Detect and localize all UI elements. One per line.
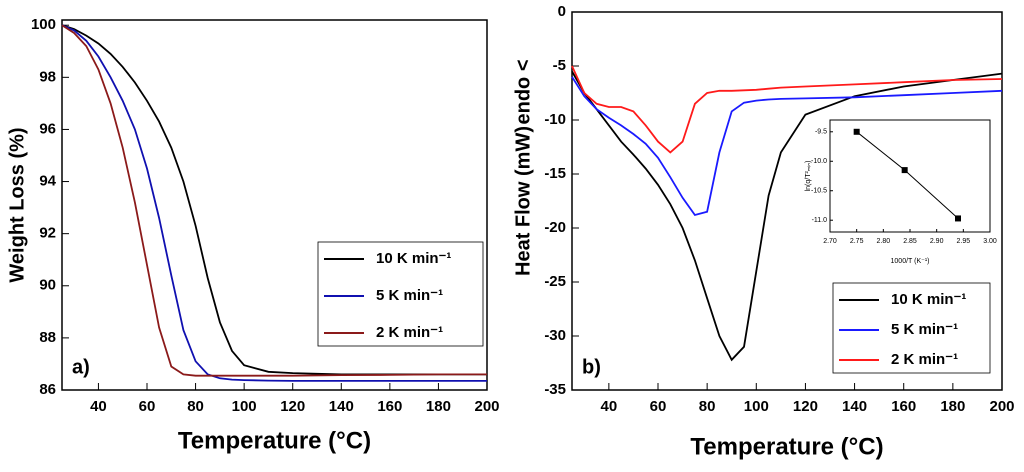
legend-label: 10 K min⁻¹ [376, 250, 451, 267]
panel-label: b) [582, 356, 601, 378]
legend-label: 2 K min⁻¹ [891, 351, 958, 368]
point-marker [901, 167, 908, 174]
series-line [571, 70, 1003, 362]
x-tick-label: 2.85 [903, 238, 917, 245]
y-tick-label: -10.0 [811, 158, 827, 165]
legend-label: 5 K min⁻¹ [891, 321, 958, 338]
x-tick-label: 160 [377, 398, 402, 415]
series-line [61, 24, 487, 382]
y-tick-label: 90 [39, 277, 56, 294]
y-tick-label: -9.5 [815, 129, 827, 136]
y-axis-title: Weight Loss (%) [6, 127, 28, 282]
y-tick-label: -11.0 [812, 217, 828, 224]
panel-label: a) [72, 356, 90, 378]
y-tick-label: 88 [39, 329, 56, 346]
x-tick-label: 2.90 [930, 238, 944, 245]
y-tick-label: 92 [39, 225, 56, 242]
x-tick-label: 120 [793, 398, 818, 415]
y-tick-label: 98 [39, 68, 56, 85]
y-tick-label: 96 [39, 120, 56, 137]
y-tick-label: 100 [31, 16, 56, 33]
x-tick-label: 200 [474, 398, 499, 415]
y-tick-label: 86 [39, 381, 56, 398]
x-tick-label: 2.70 [823, 238, 837, 245]
legend-label: 10 K min⁻¹ [891, 291, 966, 308]
x-tick-label: 60 [139, 398, 156, 415]
x-axis-title: Temperature (°C) [178, 427, 371, 454]
x-tick-label: 3.00 [983, 238, 997, 245]
plot-frame [829, 119, 991, 233]
y-tick-label: -15 [544, 165, 566, 182]
legend-box [832, 282, 991, 374]
x-tick-label: 200 [989, 398, 1014, 415]
series-line [61, 24, 487, 376]
x-tick-label: 180 [940, 398, 965, 415]
x-tick-label: 120 [280, 398, 305, 415]
x-tick-label: 140 [329, 398, 354, 415]
y-tick-label: -25 [544, 273, 566, 290]
x-tick-label: 40 [90, 398, 107, 415]
point-marker [955, 215, 961, 222]
series-line [571, 65, 1003, 154]
y-tick-label: 0 [558, 3, 566, 20]
y-tick-label: -10 [544, 111, 566, 128]
legend-label: 2 K min⁻¹ [376, 324, 443, 341]
y-axis-title: ln(q/T²ₘᵢₙ) [805, 161, 812, 192]
x-tick-label: 2.80 [877, 238, 891, 245]
x-axis-title: Temperature (°C) [690, 433, 883, 460]
y-axis-note: endo < [512, 59, 534, 124]
x-tick-label: 100 [744, 398, 769, 415]
x-axis-title: 1000/T (K⁻¹) [891, 258, 930, 265]
x-tick-label: 2.95 [957, 238, 971, 245]
y-tick-label: -30 [544, 327, 566, 344]
y-axis-title: Heat Flow (mW) [512, 126, 534, 276]
y-tick-label: -20 [544, 219, 566, 236]
legend-label: 5 K min⁻¹ [376, 287, 443, 304]
x-tick-label: 80 [699, 398, 716, 415]
x-tick-label: 180 [426, 398, 451, 415]
y-tick-label: -35 [544, 381, 566, 398]
x-tick-label: 60 [650, 398, 667, 415]
x-tick-label: 160 [891, 398, 916, 415]
series-line [61, 24, 487, 377]
x-tick-label: 2.75 [850, 238, 864, 245]
x-tick-label: 140 [842, 398, 867, 415]
x-tick-label: 40 [601, 398, 618, 415]
x-tick-label: 80 [187, 398, 204, 415]
point-marker [853, 128, 860, 135]
series-line [571, 76, 1003, 217]
y-tick-label: 94 [39, 173, 56, 190]
y-tick-label: -10.5 [811, 188, 827, 195]
y-tick-label: -5 [553, 57, 566, 74]
x-tick-label: 100 [232, 398, 257, 415]
